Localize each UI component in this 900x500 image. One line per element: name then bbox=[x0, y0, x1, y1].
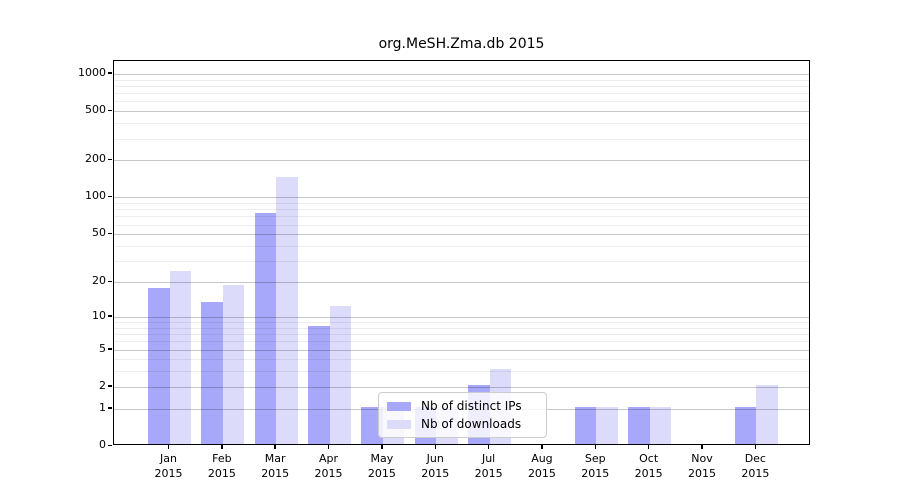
gridline-major bbox=[114, 111, 809, 113]
y-axis-tick bbox=[108, 158, 112, 161]
bar-downloads-dec bbox=[756, 384, 778, 444]
gridline-major bbox=[114, 234, 809, 236]
gridline-minor bbox=[114, 327, 809, 329]
bar-downloads-oct bbox=[649, 406, 672, 444]
x-axis-tick bbox=[701, 445, 703, 449]
legend-swatch-distinct-ips bbox=[387, 401, 411, 411]
gridline-minor bbox=[114, 123, 809, 125]
legend-swatch-downloads bbox=[387, 419, 411, 429]
gridline-minor bbox=[114, 101, 809, 103]
y-axis-label: 1000 bbox=[78, 65, 106, 79]
y-axis-label: 0 bbox=[99, 438, 106, 451]
x-axis-label: Jul 2015 bbox=[474, 452, 503, 480]
gridline-minor bbox=[114, 138, 809, 140]
x-axis-label: Apr 2015 bbox=[314, 452, 343, 480]
y-axis-label: 2 bbox=[99, 378, 106, 392]
bar-distinct-ips-jan bbox=[148, 288, 170, 444]
y-axis-label: 20 bbox=[92, 274, 106, 288]
y-axis-tick bbox=[108, 72, 112, 74]
gridline-minor bbox=[114, 261, 809, 263]
x-axis-label: Jun 2015 bbox=[421, 452, 450, 480]
x-axis-tick bbox=[541, 445, 543, 449]
y-axis-label: 200 bbox=[85, 152, 106, 166]
bar-distinct-ips-oct bbox=[628, 406, 650, 444]
gridline-minor bbox=[114, 341, 809, 343]
plot-area bbox=[113, 60, 810, 445]
bar-distinct-ips-sep bbox=[574, 406, 597, 444]
y-axis-label: 10 bbox=[92, 308, 106, 322]
bar-distinct-ips-may bbox=[361, 406, 383, 444]
chart-title: org.MeSH.Zma.db 2015 bbox=[378, 36, 545, 52]
gridline-major bbox=[114, 197, 809, 199]
bar-downloads-jan bbox=[169, 270, 191, 444]
gridline-major bbox=[114, 73, 809, 75]
y-axis-tick bbox=[108, 385, 112, 387]
legend-label-downloads: Nb of downloads bbox=[421, 417, 522, 431]
x-axis-label: Nov 2015 bbox=[688, 452, 716, 480]
bar-distinct-ips-dec bbox=[734, 406, 757, 444]
x-axis-label: Sep 2015 bbox=[581, 452, 610, 480]
x-axis-tick bbox=[167, 445, 170, 449]
y-axis-tick bbox=[108, 232, 112, 235]
gridline-minor bbox=[114, 85, 809, 87]
x-axis-tick bbox=[221, 445, 223, 449]
x-axis-tick bbox=[327, 445, 330, 449]
x-axis-label: Feb 2015 bbox=[207, 452, 236, 480]
x-axis-label: Dec 2015 bbox=[741, 452, 770, 480]
y-axis-label: 100 bbox=[85, 189, 106, 203]
x-axis-tick bbox=[434, 445, 436, 449]
x-axis-tick bbox=[594, 445, 597, 449]
bar-distinct-ips-mar bbox=[254, 212, 277, 444]
bar-distinct-ips-feb bbox=[201, 301, 223, 444]
gridline-minor bbox=[114, 203, 809, 205]
gridline-major bbox=[114, 316, 809, 318]
bar-downloads-feb bbox=[222, 285, 245, 444]
gridline-minor bbox=[114, 209, 809, 211]
x-axis-tick bbox=[754, 445, 757, 449]
x-axis-tick bbox=[274, 445, 276, 449]
y-axis-tick bbox=[108, 315, 112, 317]
x-axis-label: May 2015 bbox=[367, 452, 396, 480]
legend-item-distinct-ips: Nb of distinct IPs bbox=[387, 399, 538, 413]
legend: Nb of distinct IPs Nb of downloads bbox=[378, 392, 547, 438]
gridline-minor bbox=[114, 322, 809, 323]
gridline-minor bbox=[114, 216, 809, 218]
gridline-minor bbox=[114, 93, 809, 95]
y-axis-label: 1 bbox=[99, 400, 106, 414]
bar-downloads-sep bbox=[596, 406, 618, 444]
x-axis-label: Oct 2015 bbox=[634, 452, 663, 480]
bar-downloads-apr bbox=[329, 305, 352, 444]
bar-distinct-ips-apr bbox=[308, 325, 330, 444]
gridline-minor bbox=[114, 246, 809, 247]
y-axis-label: 500 bbox=[85, 103, 106, 117]
gridline-major bbox=[114, 160, 809, 162]
gridline-minor bbox=[114, 359, 809, 361]
legend-label-distinct-ips: Nb of distinct IPs bbox=[421, 399, 522, 413]
x-axis-label: Mar 2015 bbox=[261, 452, 290, 480]
y-axis-label: 5 bbox=[99, 341, 106, 355]
y-axis-label: 50 bbox=[92, 226, 106, 240]
x-axis-tick bbox=[487, 445, 490, 449]
bar-downloads-mar bbox=[276, 176, 298, 444]
x-axis-tick bbox=[381, 445, 383, 449]
gridline-minor bbox=[114, 224, 809, 226]
gridline-major bbox=[114, 386, 809, 388]
x-axis-label: Aug 2015 bbox=[527, 452, 556, 480]
x-axis-label: Jan 2015 bbox=[154, 452, 183, 480]
gridline-minor bbox=[114, 371, 809, 373]
y-axis-tick bbox=[108, 195, 112, 198]
y-axis-tick bbox=[108, 348, 112, 350]
gridline-major bbox=[114, 349, 809, 351]
gridline-minor bbox=[114, 79, 809, 81]
gridline-major bbox=[114, 282, 809, 284]
x-axis-tick bbox=[647, 445, 650, 449]
y-axis-tick bbox=[108, 407, 112, 409]
y-axis-tick bbox=[108, 109, 112, 112]
y-axis-tick bbox=[108, 444, 112, 446]
gridline-minor bbox=[114, 334, 809, 336]
y-axis-tick bbox=[108, 280, 112, 283]
legend-item-downloads: Nb of downloads bbox=[387, 417, 538, 431]
